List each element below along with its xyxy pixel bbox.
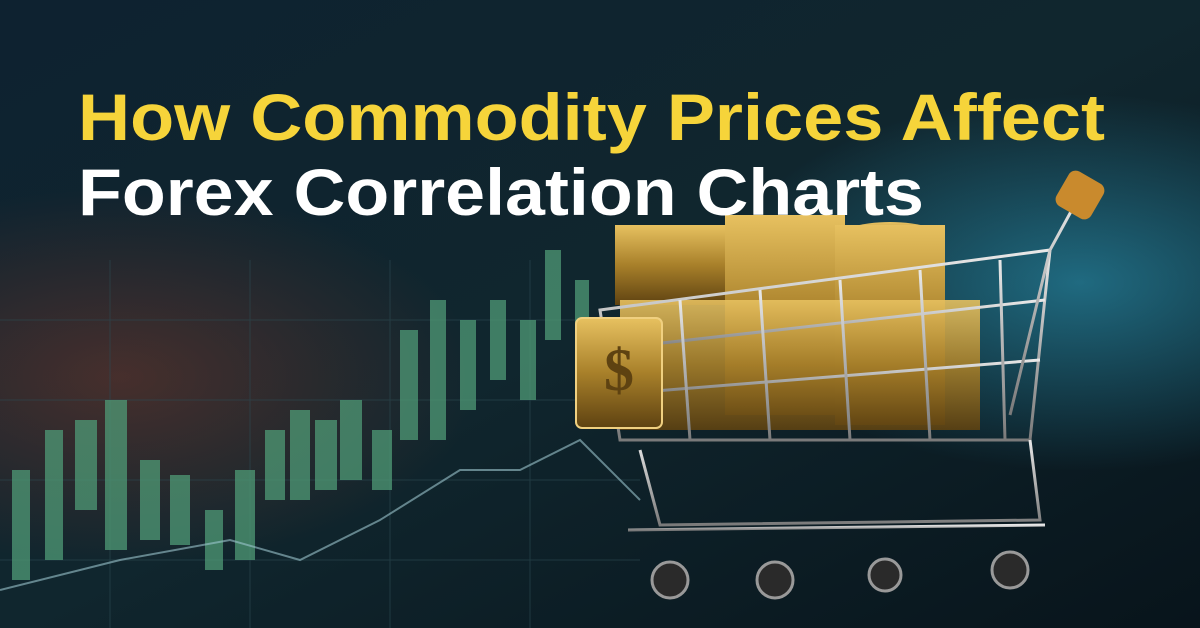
trend-line [0, 438, 641, 591]
candlesticks [12, 250, 589, 580]
shopping-cart: $ [575, 170, 1105, 600]
title-line-1: How Commodity Prices Affect [78, 80, 1105, 154]
title-line-2: Forex Correlation Charts [78, 155, 924, 229]
dollar-icon: $ [604, 337, 634, 403]
